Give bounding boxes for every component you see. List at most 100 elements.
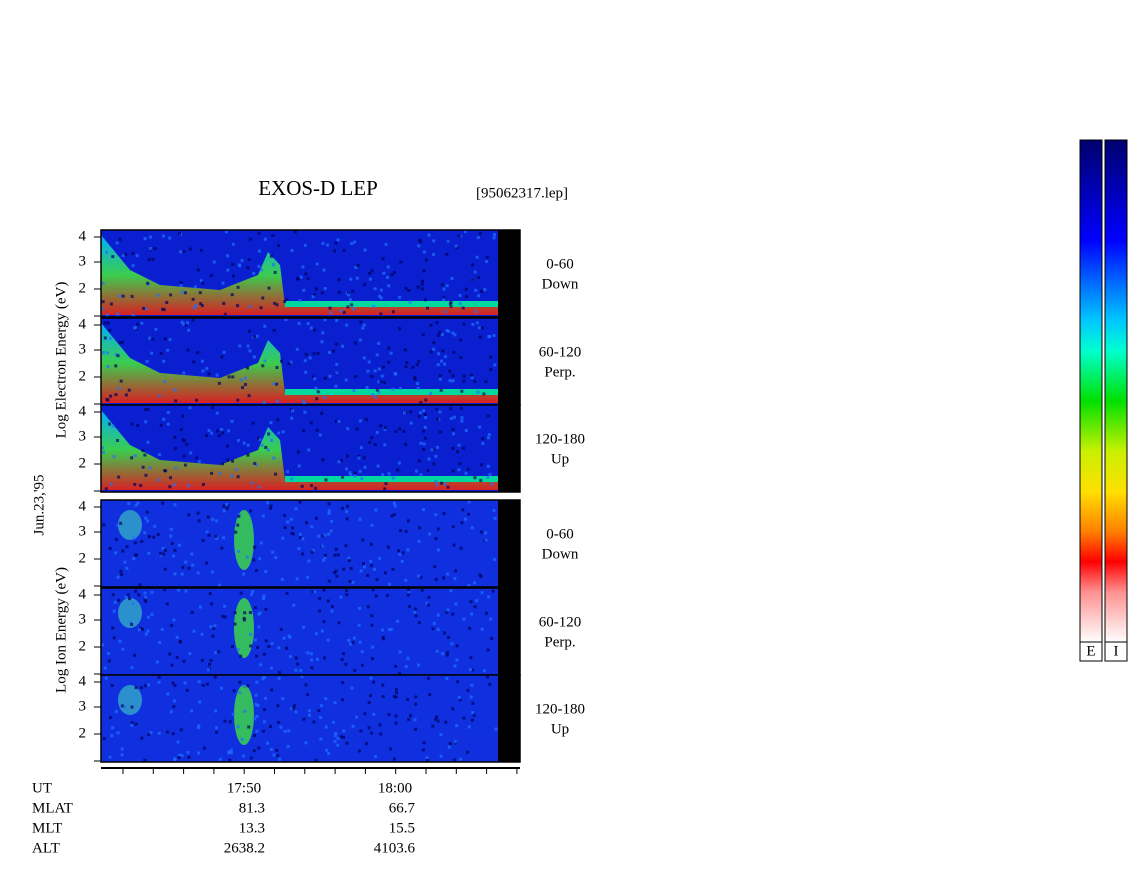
y-tick-label: 4 bbox=[79, 498, 87, 514]
noise bbox=[403, 348, 407, 352]
noise bbox=[355, 715, 359, 719]
noise bbox=[168, 652, 172, 656]
noise bbox=[457, 443, 461, 447]
noise bbox=[194, 304, 198, 308]
noise bbox=[169, 293, 173, 297]
noise bbox=[109, 302, 113, 306]
noise bbox=[200, 632, 204, 636]
noise bbox=[125, 566, 129, 570]
noise bbox=[358, 640, 362, 644]
noise bbox=[406, 698, 410, 702]
noise bbox=[189, 451, 193, 455]
noise bbox=[202, 746, 206, 750]
noise bbox=[473, 476, 477, 480]
noise bbox=[133, 482, 137, 486]
noise bbox=[114, 353, 118, 357]
noise bbox=[310, 666, 314, 670]
noise bbox=[118, 639, 122, 643]
noise bbox=[169, 710, 173, 714]
noise bbox=[262, 400, 266, 404]
noise bbox=[354, 265, 358, 269]
noise bbox=[163, 567, 167, 571]
noise bbox=[266, 448, 270, 452]
noise bbox=[370, 623, 374, 627]
noise bbox=[352, 388, 356, 392]
noise bbox=[434, 454, 438, 458]
noise bbox=[314, 486, 318, 490]
noise bbox=[436, 417, 440, 421]
noise bbox=[328, 374, 332, 378]
noise bbox=[144, 595, 148, 599]
y-tick-label: 3 bbox=[79, 611, 87, 627]
noise bbox=[301, 537, 305, 541]
noise bbox=[269, 254, 273, 258]
noise bbox=[237, 514, 241, 518]
noise bbox=[150, 590, 154, 594]
noise bbox=[105, 313, 109, 317]
noise bbox=[198, 605, 202, 609]
noise bbox=[419, 575, 423, 579]
noise bbox=[488, 682, 492, 686]
noise bbox=[253, 461, 257, 465]
noise bbox=[223, 604, 227, 608]
noise bbox=[214, 726, 218, 730]
noise bbox=[119, 569, 123, 573]
noise bbox=[341, 475, 345, 479]
noise bbox=[101, 300, 105, 304]
panel-direction: Up bbox=[551, 451, 569, 467]
noise bbox=[172, 483, 176, 487]
noise bbox=[226, 444, 230, 448]
noise bbox=[310, 525, 314, 529]
noise bbox=[107, 652, 111, 656]
noise bbox=[220, 686, 224, 690]
noise bbox=[451, 374, 455, 378]
noise bbox=[486, 475, 490, 479]
noise bbox=[345, 467, 349, 471]
noise bbox=[375, 353, 379, 357]
noise bbox=[302, 717, 306, 721]
noise bbox=[292, 603, 296, 607]
noise bbox=[383, 443, 387, 447]
noise bbox=[279, 359, 283, 363]
noise bbox=[379, 380, 383, 384]
noise bbox=[323, 533, 327, 537]
noise bbox=[436, 613, 440, 617]
noise bbox=[298, 500, 302, 504]
noise bbox=[399, 260, 403, 264]
noise bbox=[218, 583, 222, 587]
noise bbox=[263, 359, 267, 363]
noise bbox=[351, 307, 355, 311]
noise bbox=[416, 663, 420, 667]
noise bbox=[132, 556, 136, 560]
noise bbox=[491, 589, 495, 593]
noise bbox=[377, 390, 381, 394]
noise bbox=[304, 741, 308, 745]
noise bbox=[404, 529, 408, 533]
noise bbox=[208, 662, 212, 666]
noise bbox=[407, 588, 411, 592]
noise bbox=[406, 519, 410, 523]
noise bbox=[394, 691, 398, 695]
noise bbox=[176, 740, 180, 744]
noise bbox=[380, 374, 384, 378]
noise bbox=[161, 307, 165, 311]
noise bbox=[275, 399, 279, 403]
noise bbox=[329, 311, 333, 315]
colorbar-box bbox=[1079, 641, 1103, 662]
noise bbox=[187, 484, 191, 488]
noise bbox=[465, 295, 469, 299]
panel-range: 60-120 bbox=[539, 614, 582, 630]
noise bbox=[374, 754, 378, 758]
noise bbox=[350, 686, 354, 690]
noise bbox=[427, 676, 431, 680]
noise bbox=[387, 346, 391, 350]
noise bbox=[435, 321, 439, 325]
noise bbox=[311, 295, 315, 299]
noise bbox=[262, 720, 266, 724]
noise bbox=[144, 684, 148, 688]
noise bbox=[442, 287, 446, 291]
noise bbox=[168, 236, 172, 240]
noise bbox=[164, 469, 168, 473]
noise bbox=[261, 677, 265, 681]
noise bbox=[156, 532, 160, 536]
